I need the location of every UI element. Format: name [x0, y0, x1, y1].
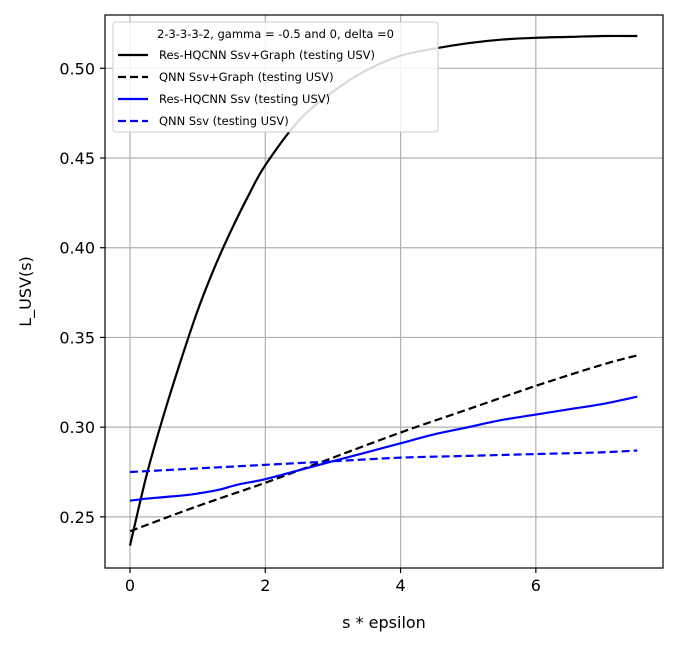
series-line-3	[129, 395, 638, 502]
x-tick-label: 2	[260, 576, 270, 595]
axis-ticks: 0 2 4 6 0.25 0.30 0.35 0.40 0.45 0.50	[59, 59, 541, 595]
legend-items: Res-HQCNN Ssv+Graph (testing USV) QNN Ssv…	[118, 48, 375, 128]
x-tick-label: 6	[531, 576, 541, 595]
y-tick-label: 0.35	[59, 328, 95, 347]
plot-area-frame	[104, 14, 664, 569]
legend-label-4: QNN Ssv (testing USV)	[159, 114, 289, 128]
legend-label-1: Res-HQCNN Ssv+Graph (testing USV)	[159, 48, 375, 62]
y-axis-label: L_USV(s)	[16, 256, 36, 327]
y-tick-label: 0.50	[59, 59, 95, 78]
y-tick-label: 0.40	[59, 239, 95, 258]
legend-label-2: QNN Ssv+Graph (testing USV)	[159, 70, 334, 84]
series-line-4	[129, 449, 638, 474]
legend: 2-3-3-3-2, gamma = -0.5 and 0, delta =0 …	[112, 21, 439, 133]
legend-box	[112, 21, 439, 133]
legend-title: 2-3-3-3-2, gamma = -0.5 and 0, delta =0	[157, 27, 394, 41]
x-axis-label: s * epsilon	[342, 613, 426, 632]
x-tick-label: 4	[395, 576, 405, 595]
y-tick-label: 0.25	[59, 508, 95, 527]
y-tick-label: 0.45	[59, 149, 95, 168]
legend-label-3: Res-HQCNN Ssv (testing USV)	[159, 92, 330, 106]
y-tick-label: 0.30	[59, 418, 95, 437]
x-tick-label: 0	[125, 576, 135, 595]
